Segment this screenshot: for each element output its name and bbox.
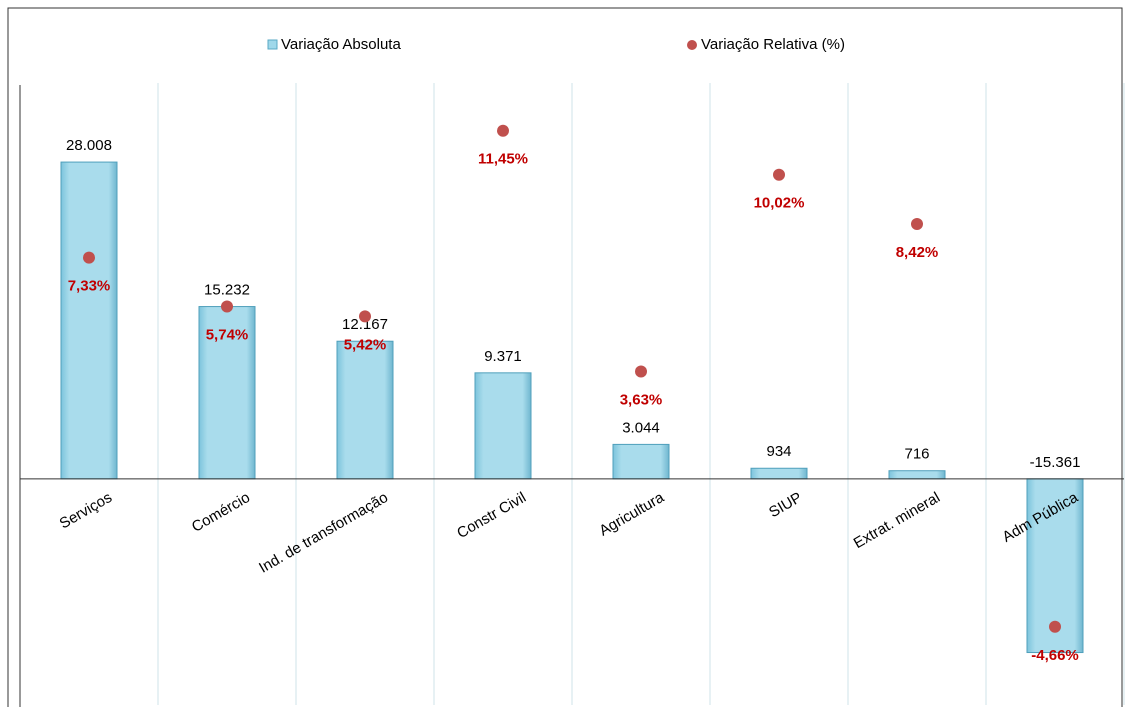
- legend-swatch: [267, 39, 278, 50]
- legend-label: Variação Relativa (%): [701, 36, 845, 53]
- point-value-label: 7,33%: [68, 278, 111, 295]
- point: [773, 168, 785, 181]
- point-value-label: 3,63%: [620, 391, 663, 408]
- bar: [888, 470, 946, 480]
- point-value-label: -4,66%: [1031, 647, 1079, 664]
- point: [635, 365, 647, 378]
- bar: [60, 161, 118, 480]
- legend-label: Variação Absoluta: [281, 36, 401, 53]
- bar-value-label: 3.044: [622, 419, 660, 436]
- x-tick-label: Ind. de transformação: [256, 489, 391, 577]
- point: [497, 124, 509, 137]
- frame: [7, 7, 1123, 707]
- legend-swatch: [687, 40, 697, 50]
- point-value-label: 8,42%: [896, 244, 939, 261]
- x-tick-label: Agricultura: [596, 489, 667, 540]
- point-value-label: 5,42%: [344, 336, 387, 353]
- point: [221, 300, 233, 313]
- bar-value-label: 15.232: [204, 282, 250, 299]
- bar-value-label: 934: [766, 443, 791, 460]
- x-tick-label: Constr Civil: [454, 489, 529, 542]
- point: [1049, 620, 1061, 633]
- point-value-label: 5,74%: [206, 327, 249, 344]
- bar-value-label: 28.008: [66, 137, 112, 154]
- bar: [750, 467, 808, 480]
- bar: [336, 340, 394, 480]
- point-value-label: 11,45%: [478, 151, 528, 168]
- bar: [612, 443, 670, 480]
- bar: [474, 372, 532, 480]
- point-value-label: 10,02%: [754, 195, 805, 212]
- bar-value-label: 716: [904, 446, 929, 463]
- point: [911, 218, 923, 231]
- bar: [198, 306, 256, 480]
- x-tick-label: SIUP: [766, 489, 805, 521]
- point: [359, 310, 371, 323]
- x-tick-label: Serviços: [57, 489, 115, 532]
- bar-value-label: 12.167: [342, 316, 388, 333]
- bar-value-label: 9.371: [484, 348, 522, 365]
- point: [83, 251, 95, 264]
- x-tick-label: Extrat. mineral: [851, 489, 943, 552]
- bar-value-label: -15.361: [1030, 454, 1081, 471]
- x-tick-label: Comércio: [189, 489, 253, 536]
